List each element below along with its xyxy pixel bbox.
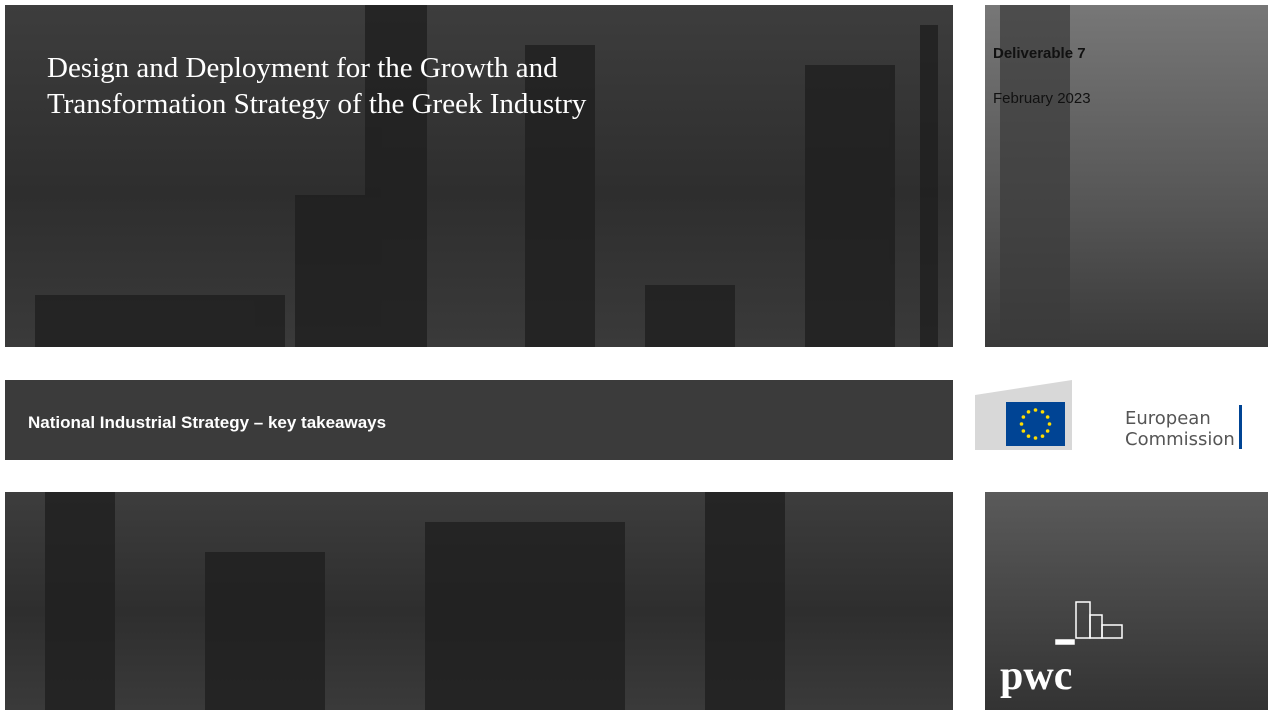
pwc-text: pwc [1000,653,1072,699]
pwc-icon [1102,625,1122,638]
slide: Design and Deployment for the Growth and… [0,0,1273,713]
ec-star [1027,410,1031,414]
pwc-icon [1090,615,1102,638]
ec-text: European [1125,408,1211,429]
ec-star [1048,422,1052,426]
ec-text: Commission [1125,429,1235,450]
ec-star [1041,410,1045,414]
ec-star [1022,429,1026,433]
pwc-icon [1056,640,1074,644]
ec-bar [1239,405,1242,449]
ec-star [1034,436,1038,440]
ec-star [1041,434,1045,438]
ec-logo: European Commission [975,380,1242,450]
ec-star [1034,408,1038,412]
ec-star [1046,415,1050,419]
ec-star [1022,415,1026,419]
ec-star [1020,422,1024,426]
pwc-logo: pwc [1000,602,1122,699]
ec-star [1027,434,1031,438]
pwc-icon [1076,602,1090,638]
logos: European Commission pwc [0,0,1273,713]
ec-star [1046,429,1050,433]
